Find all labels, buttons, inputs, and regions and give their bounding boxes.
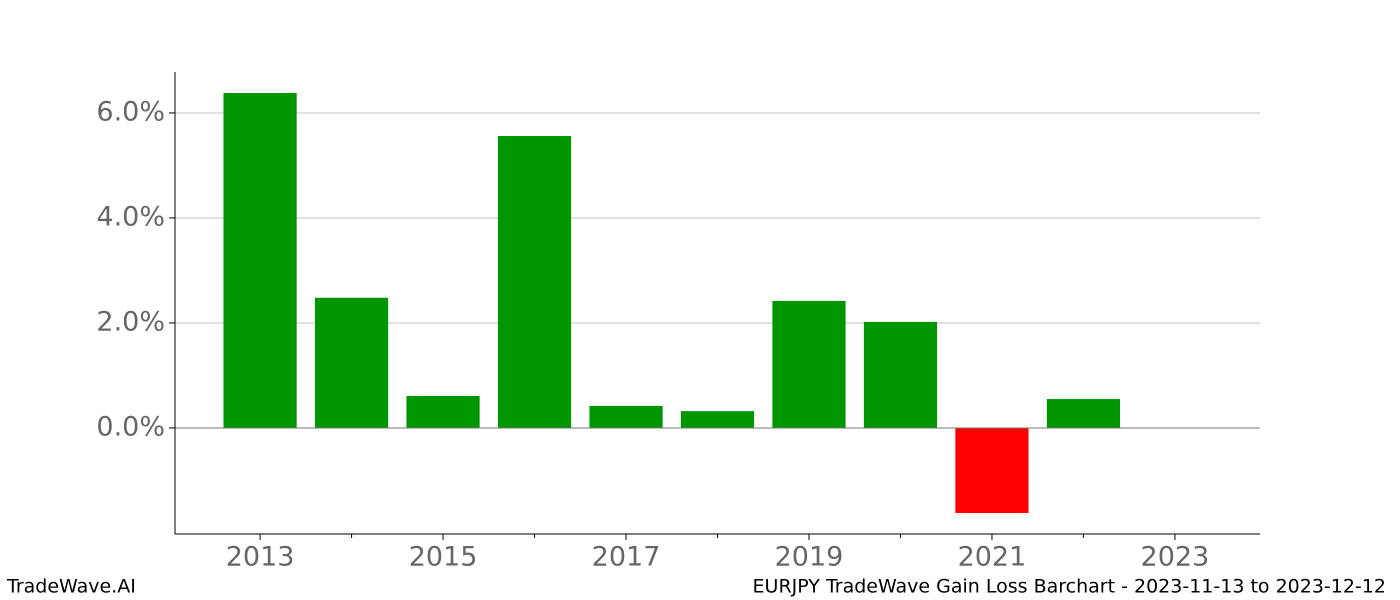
bar [863, 321, 938, 428]
x-tick-label: 2017 [592, 542, 661, 573]
bar [955, 427, 1029, 513]
footer-left: TradeWave.AI [6, 576, 136, 598]
x-tick-label: 2013 [226, 542, 295, 573]
bar [223, 93, 297, 428]
bar [497, 136, 572, 428]
y-tick-label: 0.0% [96, 411, 165, 442]
y-tick-label: 4.0% [96, 201, 165, 232]
x-tick-label: 2021 [958, 542, 1027, 573]
x-tick-label: 2019 [775, 542, 844, 573]
bar [1046, 399, 1121, 428]
footer-right: EURJPY TradeWave Gain Loss Barchart - 20… [753, 576, 1386, 598]
bar [406, 395, 480, 428]
bar [772, 300, 846, 428]
x-tick-label: 2015 [409, 542, 478, 573]
bar [589, 405, 663, 428]
bar [314, 297, 389, 428]
y-tick-label: 2.0% [96, 306, 165, 337]
y-tick-label: 6.0% [96, 96, 165, 127]
bar [680, 411, 755, 428]
x-tick-label: 2023 [1141, 542, 1210, 573]
